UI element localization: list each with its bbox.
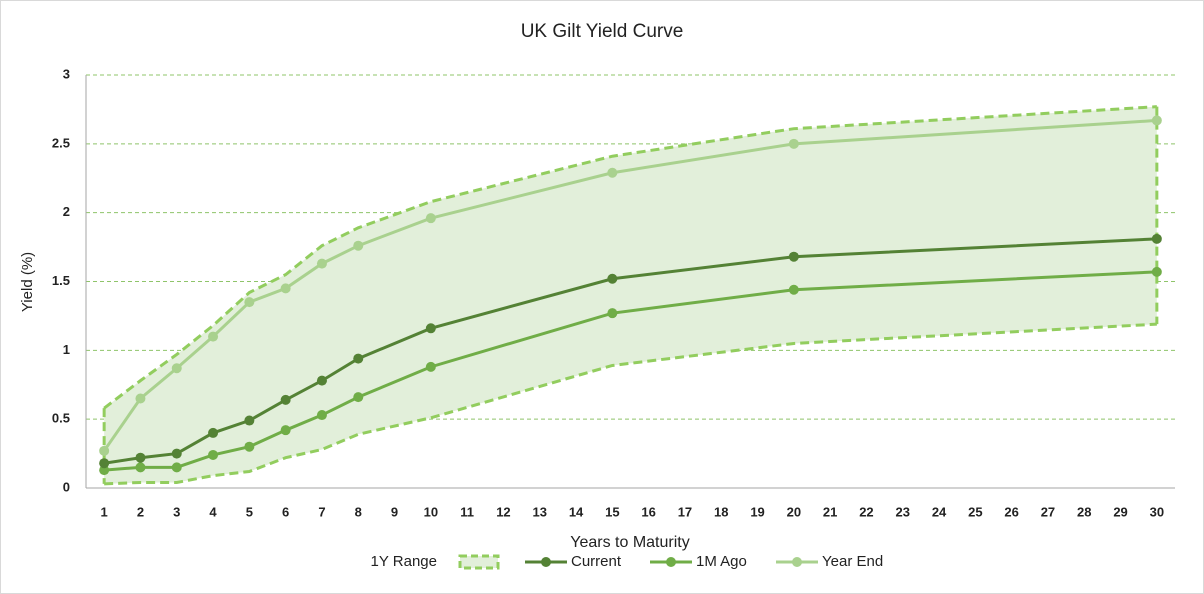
series-line [104,270,1157,472]
legend-label: Year End [822,553,883,570]
x-tick-label: 22 [859,504,873,519]
series-marker [1151,266,1162,277]
series-marker [425,361,436,372]
series-marker [171,448,182,459]
x-tick-label: 1 [101,504,108,519]
series-marker [244,441,255,452]
series-marker [353,392,364,403]
series-marker [353,240,364,251]
series-marker [280,283,291,294]
y-tick-label: 1.5 [52,273,70,288]
range-area [104,106,1157,484]
y-tick-label: 2.5 [52,135,70,150]
series-line [103,237,1157,465]
x-tick-label: 15 [605,504,619,519]
x-tick-label: 14 [569,504,584,519]
series-marker [316,410,327,421]
y-tick-label: 1 [63,342,70,357]
y-tick-label: 2 [63,204,70,219]
series-marker [316,375,327,386]
x-tick-label: 21 [823,504,837,519]
x-tick-label: 28 [1077,504,1091,519]
x-tick-label: 17 [678,504,692,519]
series-marker [607,167,618,178]
x-tick-label: 18 [714,504,728,519]
legend-marker [541,557,551,567]
series-marker [1151,233,1162,244]
x-tick-label: 25 [968,504,982,519]
x-tick-label: 24 [932,504,947,519]
x-tick-label: 16 [641,504,655,519]
series-marker [316,258,327,269]
x-tick-label: 26 [1004,504,1018,519]
legend-swatch [458,554,500,570]
series-marker [171,363,182,374]
legend-label: 1Y Range [371,553,437,570]
x-tick-label: 19 [750,504,764,519]
x-tick-label: 20 [787,504,801,519]
series-marker [244,415,255,426]
x-tick-label: 27 [1041,504,1055,519]
x-tick-label: 11 [460,504,474,519]
series-marker [99,458,110,469]
x-tick-label: 5 [246,504,253,519]
series-marker [208,331,219,342]
series-marker [788,138,799,149]
y-tick-label: 0 [63,479,70,494]
series-marker [353,353,364,364]
legend-marker [792,557,802,567]
series-marker [244,297,255,308]
series-marker [99,445,110,456]
range-high-line [103,105,1157,410]
series-marker [788,251,799,262]
x-tick-label: 10 [424,504,438,519]
y-tick-label: 3 [63,66,70,81]
series-marker [425,323,436,334]
series-marker [208,449,219,460]
x-tick-label: 7 [318,504,325,519]
range-low-line [104,322,1157,486]
series-marker [607,308,618,319]
series-marker [425,213,436,224]
x-tick-label: 2 [137,504,144,519]
x-axis-label: Years to Maturity [570,534,689,551]
x-tick-label: 8 [355,504,362,519]
x-tick-label: 6 [282,504,289,519]
x-tick-label: 12 [496,504,510,519]
series-marker [607,273,618,284]
series-marker [280,425,291,436]
series-line [102,118,1157,452]
series-marker [135,452,146,463]
legend-label: 1M Ago [696,553,747,570]
series-marker [99,465,110,476]
y-tick-label: 0.5 [52,411,70,426]
series-marker [208,427,219,438]
legend-marker [666,557,676,567]
series-marker [1151,115,1162,126]
series-marker [788,284,799,295]
x-tick-label: 29 [1113,504,1127,519]
series-marker [280,394,291,405]
x-tick-label: 9 [391,504,398,519]
series-marker [171,462,182,473]
series-marker [135,393,146,404]
series-marker [135,462,146,473]
x-tick-label: 30 [1150,504,1164,519]
chart-title: UK Gilt Yield Curve [521,21,684,42]
legend-label: Current [571,553,622,570]
x-tick-label: 13 [533,504,547,519]
x-tick-label: 4 [209,504,217,519]
x-tick-label: 3 [173,504,180,519]
x-tick-label: 23 [896,504,910,519]
y-axis-label: Yield (%) [19,252,36,312]
